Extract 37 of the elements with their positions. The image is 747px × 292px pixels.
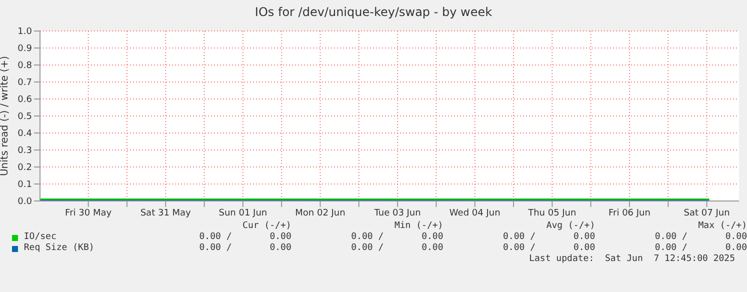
x-tick-label: Sun 01 Jun — [218, 208, 268, 218]
x-tick-label: Sat 31 May — [140, 208, 192, 218]
x-tick-label: Fri 30 May — [65, 208, 112, 218]
x-tick-label: Wed 04 Jun — [449, 208, 500, 218]
text: 0.00 / 0.00 — [654, 232, 747, 243]
x-tick-label: Fri 06 Jun — [608, 208, 650, 218]
text: Max (-/+) — [697, 221, 747, 232]
text: 0.00 / 0.00 — [654, 243, 747, 254]
text: 0.00 / 0.00 — [198, 243, 292, 254]
y-tick-label: 0.8 — [18, 61, 32, 72]
text: 0.00 / 0.00 — [502, 243, 596, 254]
y-tick-label: 0.6 — [18, 95, 32, 106]
text: Avg (-/+) — [545, 221, 596, 232]
chart-title: IOs for /dev/unique-key/swap - by week — [254, 5, 494, 21]
text: Cur (-/+) — [242, 221, 292, 232]
y-axis-title: Units read (-) / write (+) — [0, 56, 11, 176]
x-tick-label: Tue 03 Jun — [373, 208, 421, 218]
text: Min (-/+) — [393, 221, 444, 232]
y-tick-label: 0.7 — [18, 78, 32, 88]
text: 0.00 / 0.00 — [350, 243, 444, 254]
y-tick-label: 1.0 — [18, 27, 32, 38]
y-tick-label: 0.3 — [18, 146, 32, 156]
legend-label: Req Size (KB) — [24, 243, 96, 254]
text: 0.00 / 0.00 — [350, 232, 444, 243]
y-tick-label: 0.9 — [18, 44, 32, 54]
text: 0.00 / 0.00 — [502, 232, 596, 243]
y-tick-label: 0.5 — [18, 112, 32, 122]
x-tick-label: Mon 02 Jun — [295, 208, 346, 218]
y-tick-label: 0.1 — [18, 180, 32, 190]
text: 0.00 / 0.00 — [198, 232, 292, 243]
x-tick-label: Thu 05 Jun — [527, 208, 576, 218]
legend-label: IO/sec — [24, 232, 58, 243]
x-tick-label: Sat 07 Jun — [684, 208, 730, 218]
y-tick-label: 0.2 — [18, 163, 32, 174]
text: Last update: Sat Jun 7 12:45:00 2025 — [528, 254, 736, 265]
y-tick-label: 0.4 — [18, 129, 32, 140]
y-tick-label: 0.0 — [18, 197, 32, 208]
